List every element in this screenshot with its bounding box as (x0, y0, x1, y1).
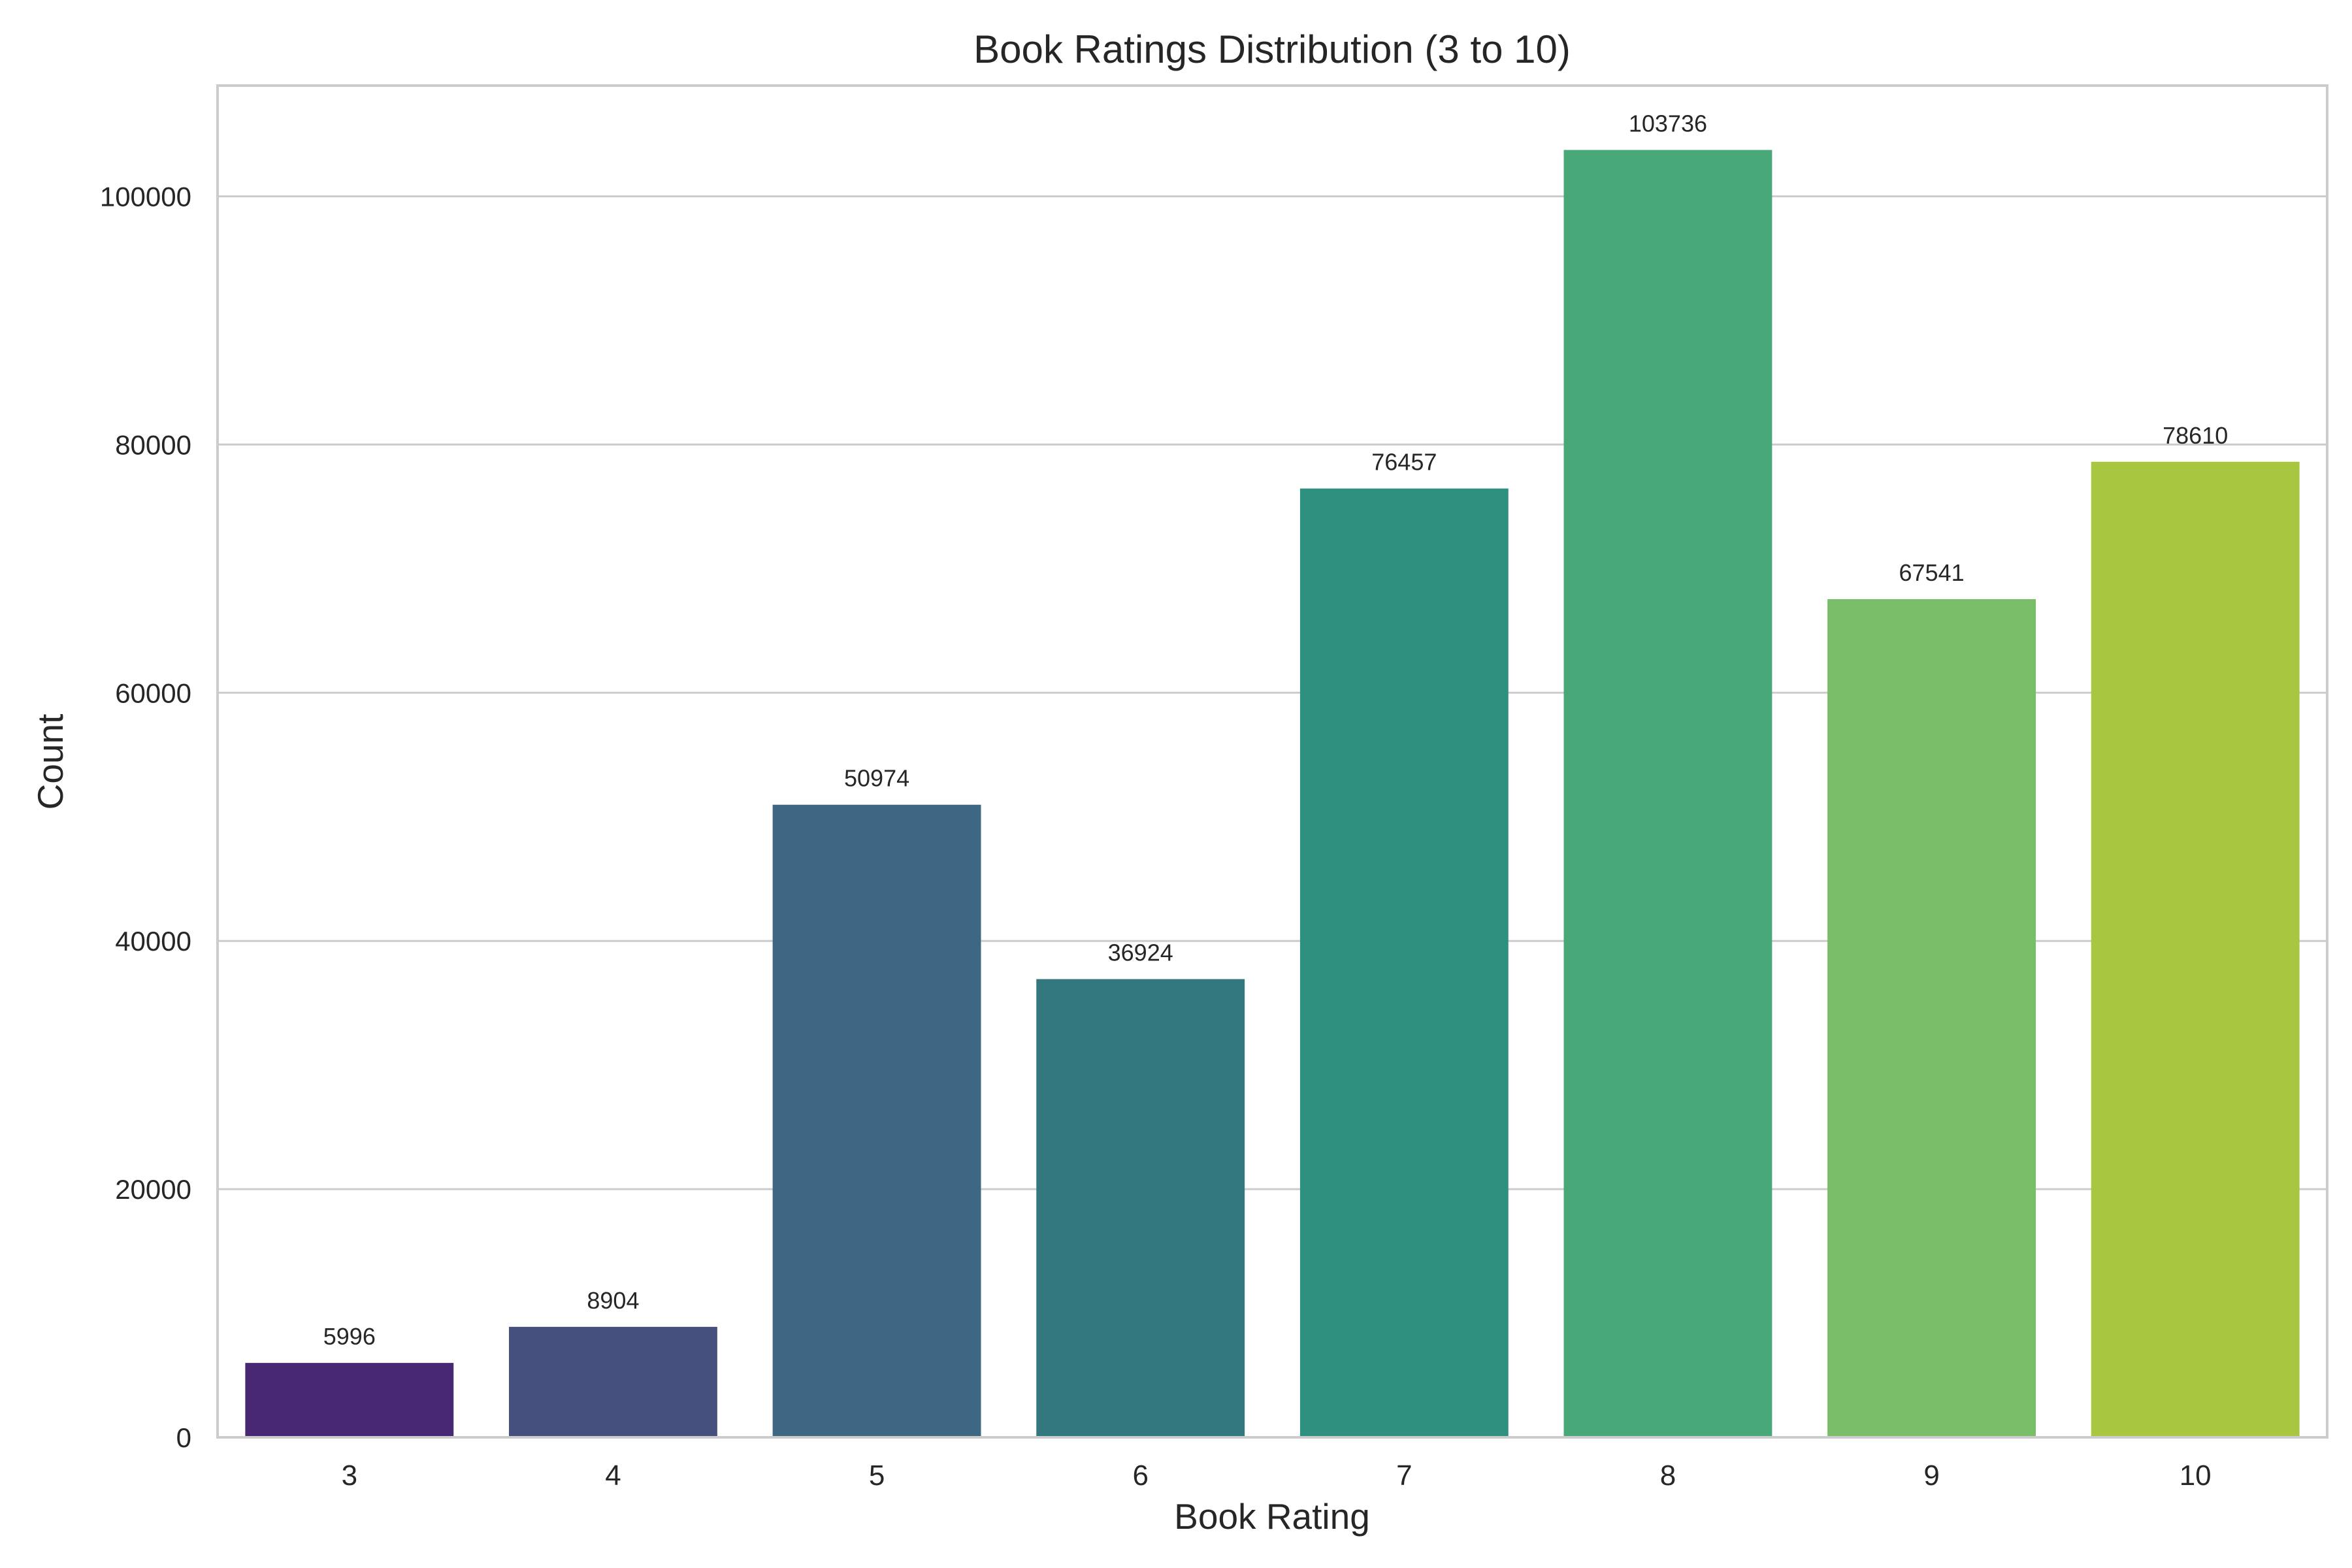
chart-title: Book Ratings Distribution (3 to 10) (973, 27, 1571, 71)
bar-value-label: 8904 (587, 1287, 639, 1314)
bar-rating-9 (1827, 599, 2036, 1437)
x-tick-label: 5 (869, 1460, 885, 1492)
x-axis-label: Book Rating (1174, 1496, 1370, 1537)
bar-value-label: 36924 (1108, 939, 1173, 966)
bar-rating-7 (1299, 488, 1509, 1437)
bar-rating-6 (1036, 979, 1245, 1437)
y-tick-label: 80000 (115, 429, 191, 460)
axes: 0 20000 40000 60000 80000 100000 3 4 5 6 7 8 9 10 (100, 84, 2328, 1492)
bar-rating-10 (2091, 461, 2300, 1437)
bar-rating-5 (772, 804, 981, 1437)
y-tick-label: 20000 (115, 1174, 191, 1205)
bar-rating-8 (1563, 150, 1772, 1437)
bar-rating-3 (245, 1363, 454, 1437)
x-tick-label: 7 (1396, 1460, 1412, 1492)
data-labels: 5996 8904 50974 36924 76457 103736 67541 78610 (323, 110, 2228, 1350)
bar-value-label: 76457 (1371, 449, 1437, 476)
y-tick-label: 0 (176, 1422, 191, 1453)
bars (245, 150, 2300, 1437)
bar-value-label: 78610 (2163, 422, 2228, 449)
x-tick-label: 8 (1660, 1460, 1676, 1492)
x-tick-label: 9 (1923, 1460, 1939, 1492)
y-axis-label: Count (30, 714, 71, 810)
bar-value-label: 5996 (323, 1323, 376, 1350)
bar-value-label: 67541 (1899, 559, 1965, 586)
bar-value-label: 50974 (844, 765, 909, 792)
y-tick-label: 100000 (100, 181, 191, 212)
y-tick-label: 60000 (115, 678, 191, 708)
bar-rating-4 (509, 1326, 717, 1437)
y-tick-label: 40000 (115, 926, 191, 956)
x-tick-label: 3 (342, 1460, 357, 1492)
plot-frame (216, 84, 2328, 1439)
x-tick-label: 4 (605, 1460, 621, 1492)
x-tick-label: 6 (1132, 1460, 1148, 1492)
bar-value-label: 103736 (1629, 110, 1707, 137)
x-tick-label: 10 (2180, 1460, 2212, 1492)
